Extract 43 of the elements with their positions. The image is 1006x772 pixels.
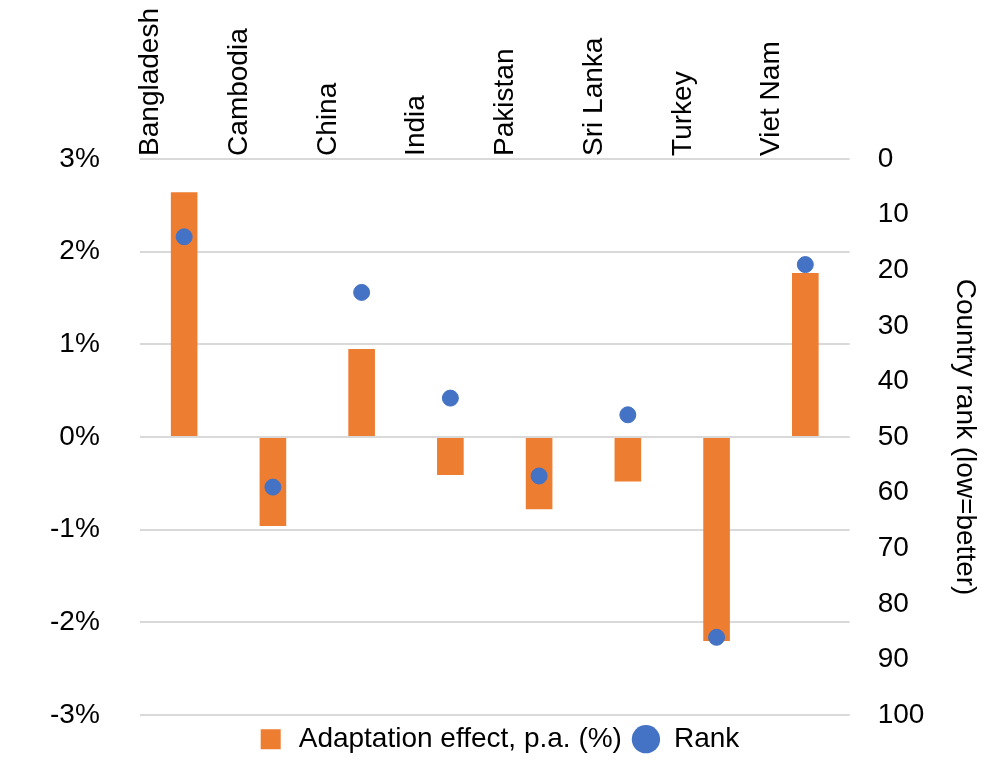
point xyxy=(708,628,726,646)
y-tick-label: -1% xyxy=(50,512,100,544)
point xyxy=(441,389,459,407)
y2-tick-label: 0 xyxy=(877,141,894,173)
y2-tick-label: 70 xyxy=(877,531,909,563)
y2-tick-label: 90 xyxy=(877,642,909,674)
y-tick-label: 3% xyxy=(59,141,100,173)
y-tick-label: -2% xyxy=(50,605,100,637)
point xyxy=(353,283,371,301)
bar xyxy=(792,272,819,437)
bar xyxy=(170,192,198,437)
x-tick-label: China xyxy=(310,82,342,156)
bar xyxy=(703,438,730,642)
legend-label: Rank xyxy=(673,721,741,753)
point xyxy=(175,228,193,246)
x-tick-label: Pakistan xyxy=(488,48,520,156)
y2-tick-label: 80 xyxy=(877,586,909,618)
y-tick-label: 1% xyxy=(59,327,100,359)
bar xyxy=(614,438,642,482)
y2-tick-label: 30 xyxy=(877,308,909,340)
y-tick-label: 0% xyxy=(59,419,100,451)
legend-label: Adaptation effect, p.a. (%) xyxy=(298,721,622,753)
point xyxy=(264,478,282,496)
x-tick-label: India xyxy=(399,94,431,156)
y2-tick-label: 100 xyxy=(877,697,925,729)
y2-tick-label: 40 xyxy=(877,364,909,396)
y2-tick-label: 60 xyxy=(877,475,909,507)
y2-tick-label: 10 xyxy=(877,197,909,229)
x-tick-label: Viet Nam xyxy=(754,41,786,156)
bar xyxy=(437,438,464,476)
y2-tick-label: 20 xyxy=(877,252,909,284)
x-tick-label: Sri Lanka xyxy=(576,37,608,156)
bar xyxy=(348,348,375,437)
bar xyxy=(259,438,287,527)
y-tick-label: 2% xyxy=(59,234,100,266)
x-tick-label: Cambodia xyxy=(222,27,254,156)
x-tick-label: Bangladesh xyxy=(133,8,165,156)
point xyxy=(619,406,637,424)
y2-tick-label: 50 xyxy=(877,419,909,451)
y2-axis-title: Country rank (low=better) xyxy=(951,278,983,596)
y-tick-label: -3% xyxy=(50,697,100,729)
point xyxy=(796,256,814,274)
x-tick-label: Turkey xyxy=(665,71,697,156)
